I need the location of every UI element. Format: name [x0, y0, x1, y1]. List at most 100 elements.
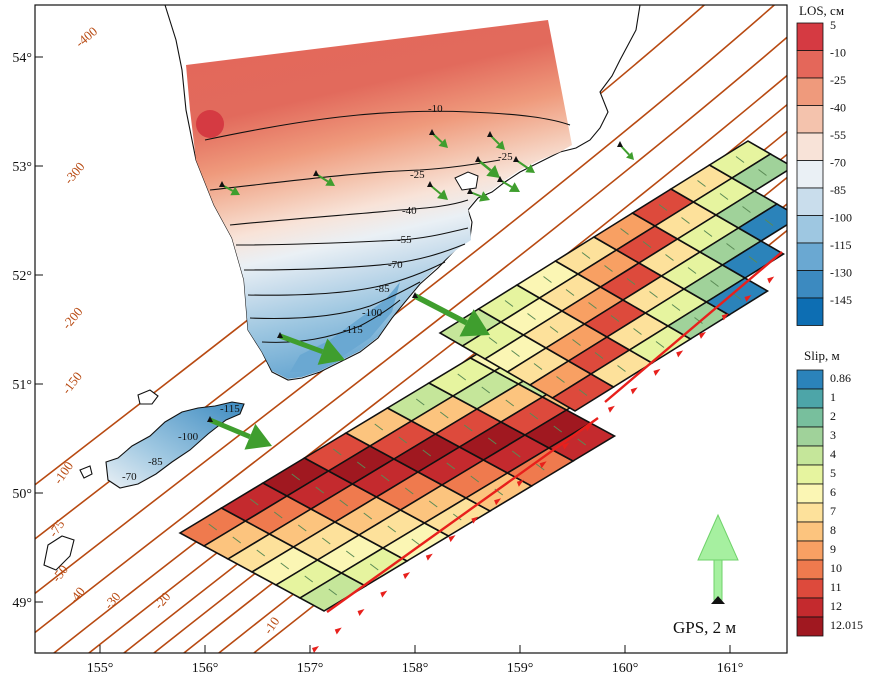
trench-tooth [471, 516, 479, 524]
los-legend-label: 5 [830, 18, 836, 32]
slip-legend-label: 1 [830, 390, 836, 404]
gps-station-icon [427, 181, 433, 187]
slip-legend-swatch [796, 464, 824, 485]
slip-vector [511, 450, 521, 458]
slip-vector [671, 304, 681, 311]
gps-station-icon [711, 596, 725, 604]
slip-legend-swatch [796, 407, 824, 428]
los-contour-label: -70 [122, 471, 137, 483]
gps-arrow-icon [459, 309, 490, 337]
slip-vector [742, 206, 751, 213]
slip-vector [758, 169, 767, 176]
map-frame [34, 4, 788, 654]
slip-vector [511, 350, 520, 357]
slip-vector [703, 230, 713, 237]
los-legend-label: -130 [830, 266, 852, 280]
slip-vector [249, 498, 259, 506]
los-legend-label: -100 [830, 211, 852, 225]
gps-station-icon [429, 129, 435, 135]
los-contour-labels: -10 -25 -25 -40 -55 -70 -85 -100 -115 -115 -100 -85… [122, 103, 513, 483]
slip-vector [694, 317, 703, 324]
trench-segment-south [326, 417, 599, 613]
gps-arrow-icon [317, 338, 345, 365]
slip-vector [398, 436, 408, 444]
slip-vector [332, 448, 342, 456]
gps-arrow-icon [479, 191, 490, 202]
slip-vector [481, 386, 491, 394]
los-legend-label: -25 [830, 73, 846, 87]
slip-vector [439, 411, 449, 419]
gps-arrow-icon [244, 423, 272, 450]
los-legend-swatch [796, 22, 824, 51]
slip-vector [610, 315, 620, 322]
slip-vector [452, 513, 462, 521]
slip-legend-swatch [796, 578, 824, 599]
trench-tooth [425, 553, 433, 561]
slip-legend-swatch [796, 388, 824, 409]
slip-vector [658, 204, 668, 211]
slip-vector [681, 217, 690, 224]
lon-tick-label: 156° [192, 661, 219, 676]
slip-vector [463, 424, 473, 432]
trench-tooth [312, 646, 319, 653]
gps-station-icon [277, 332, 283, 338]
slip-legend-label: 12.015 [830, 618, 863, 632]
slip-vector [232, 536, 242, 544]
gps-arrow-icon [486, 164, 500, 178]
slip-vector [470, 475, 480, 483]
slip-vector [735, 156, 745, 163]
los-legend-label: -40 [830, 101, 846, 115]
slip-legend-label: 6 [830, 485, 836, 499]
gps-arrow-icon [325, 177, 335, 186]
slip-vector [697, 180, 706, 187]
slip-legend-label: 9 [830, 542, 836, 556]
lon-tick-label: 155° [87, 661, 114, 676]
gps-arrow-shaft [209, 417, 251, 440]
paramushir-island [105, 401, 245, 489]
slip-vector [604, 265, 613, 272]
gps-station-icon [467, 188, 473, 194]
bay-island [454, 171, 479, 191]
slip-vector [291, 473, 301, 481]
slip-legend-swatch [796, 616, 824, 637]
small-island [43, 535, 75, 571]
slip-vector [374, 423, 384, 431]
slip-vector [527, 313, 536, 320]
los-contour-label: -10 [428, 103, 443, 115]
trench-tooth [721, 313, 729, 321]
los-contour-label: -25 [410, 169, 425, 181]
gps-arrow-shaft [279, 333, 324, 355]
gps-arrow-icon [525, 164, 535, 173]
lat-tick-label: 50° [12, 487, 32, 502]
gps-station-icon [412, 292, 418, 298]
slip-vector [577, 438, 587, 446]
trench-segment-north [604, 251, 783, 403]
trench-tooth [653, 368, 661, 376]
slip-vector [748, 256, 758, 263]
gps-arrow-icon [230, 186, 240, 196]
slip-vector [363, 512, 373, 520]
slip-vector [446, 462, 456, 470]
trench-tooth [698, 331, 706, 339]
los-legend-swatch [796, 242, 824, 271]
slip-vector [380, 474, 390, 482]
slip-vector [339, 499, 349, 507]
los-legend-label: -70 [830, 156, 846, 170]
slip-legend-label: 2 [830, 409, 836, 423]
slip-patch [736, 203, 787, 242]
slip-vector [505, 399, 515, 407]
trench-tooth [607, 405, 615, 413]
trench-line [312, 251, 783, 653]
slip-legend-swatch [796, 502, 824, 523]
gps-station-icon [513, 156, 519, 162]
gps-scale-arrow-shaft [713, 559, 723, 601]
los-legend-swatch [796, 77, 824, 106]
slip-vector [315, 486, 325, 494]
gps-station-icon [487, 131, 493, 137]
trench-tooth [585, 424, 593, 432]
lat-tick-label: 53° [12, 160, 32, 175]
slip-vector [572, 339, 581, 346]
slip-vector [553, 425, 563, 433]
los-isolines [204, 110, 571, 343]
